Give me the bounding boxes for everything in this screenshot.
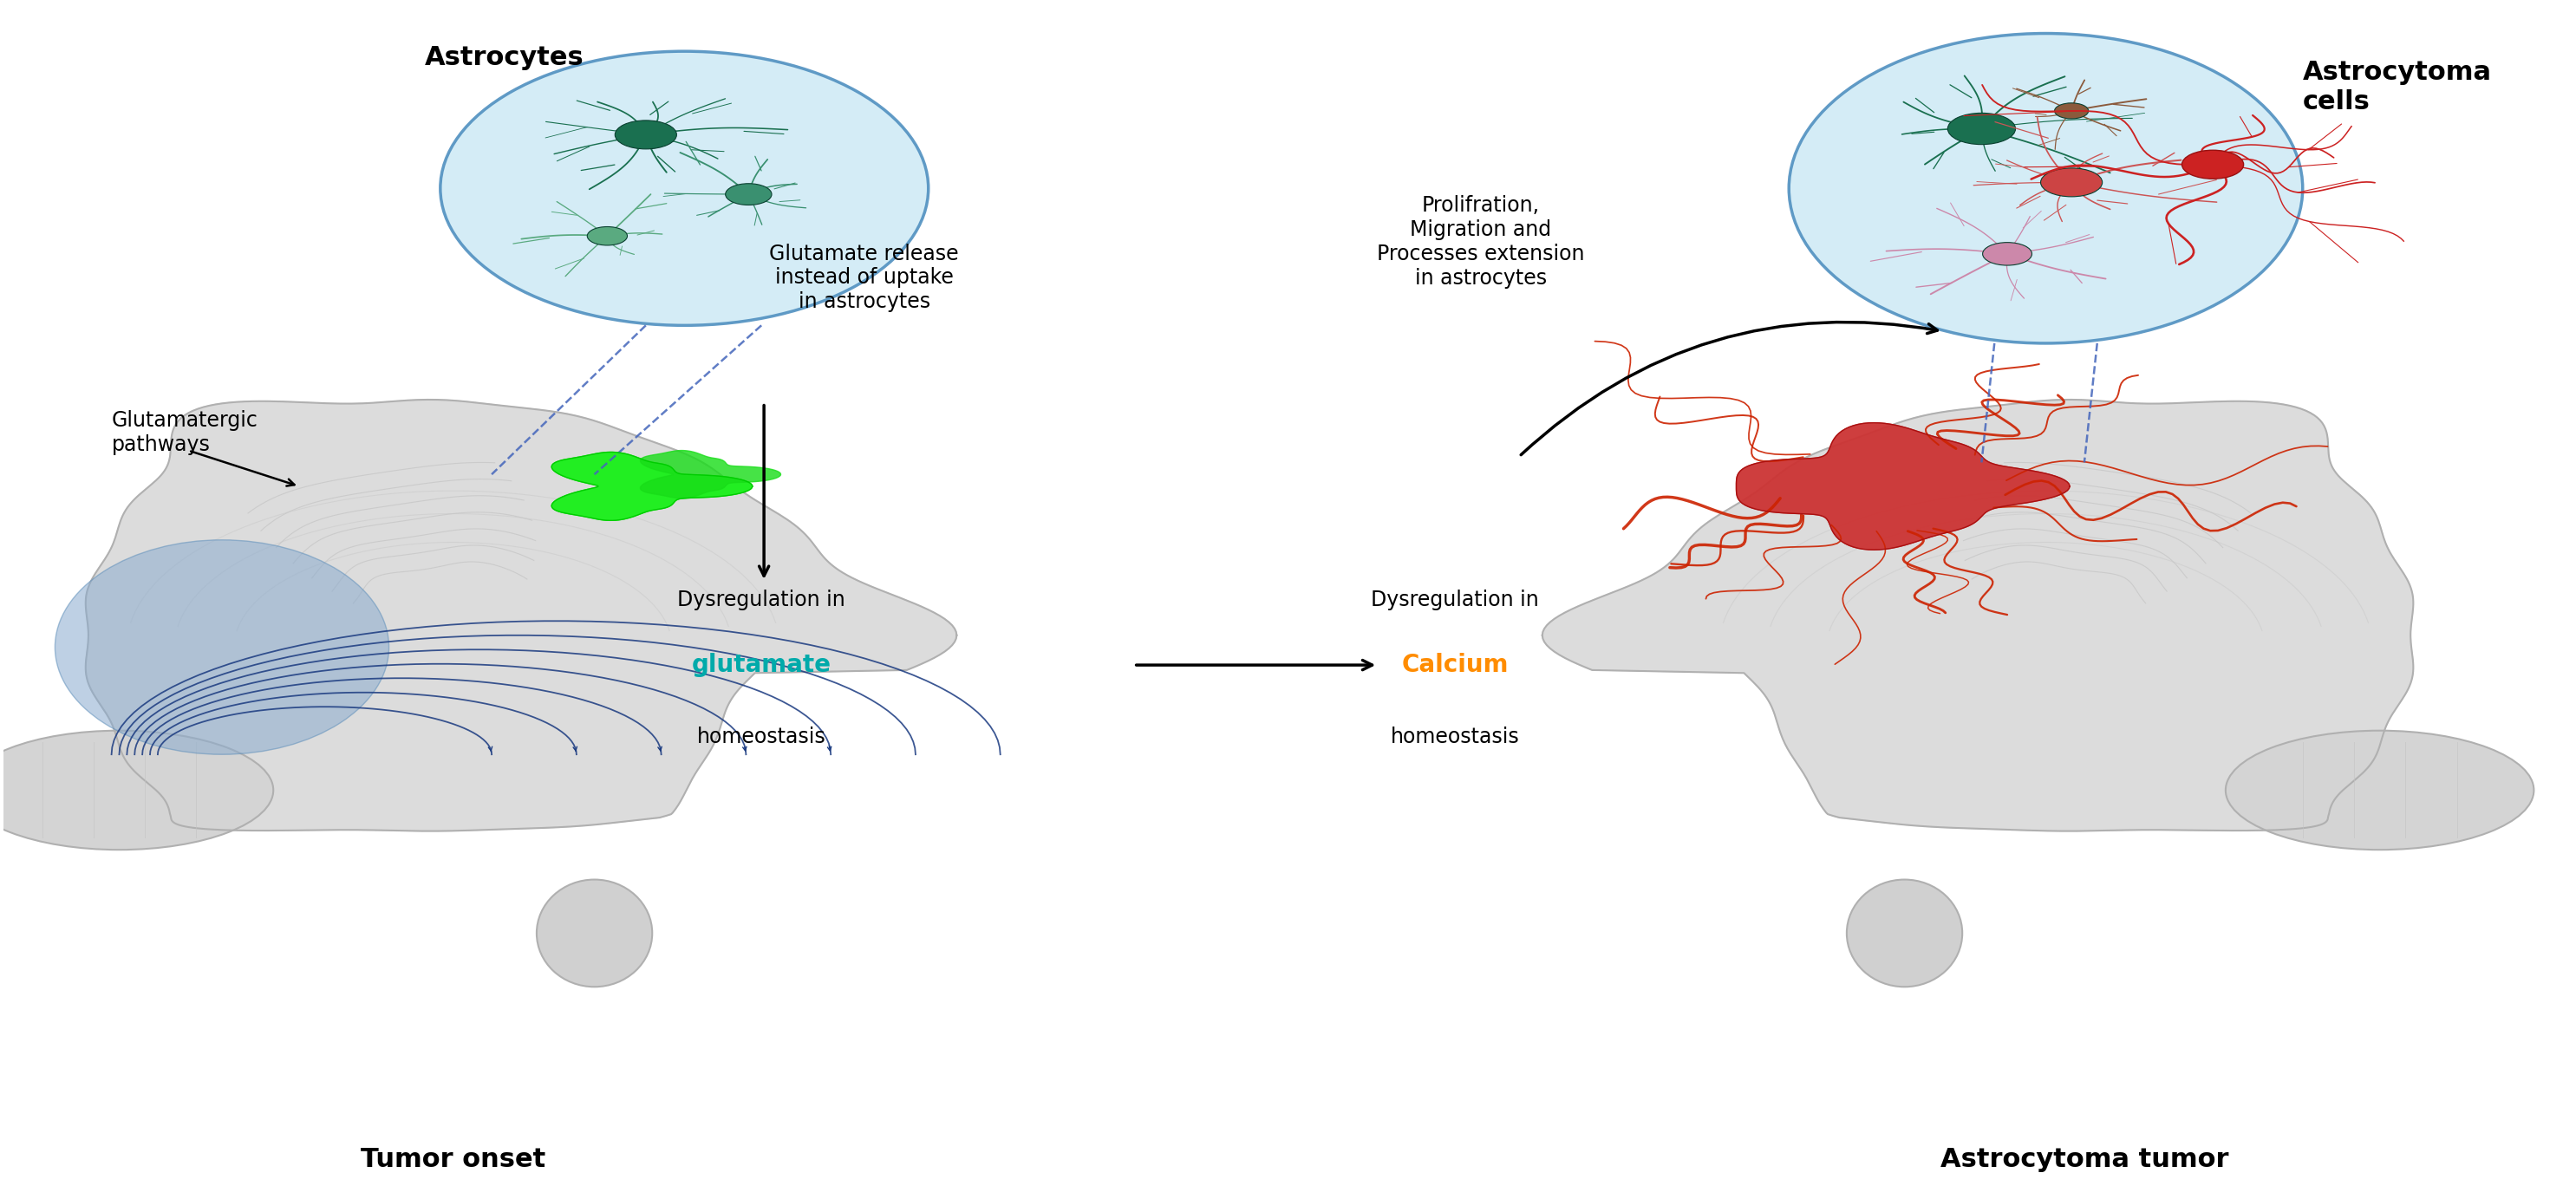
- Circle shape: [616, 120, 677, 149]
- Ellipse shape: [0, 730, 273, 850]
- Text: Astrocytoma
cells: Astrocytoma cells: [2303, 60, 2491, 114]
- Ellipse shape: [54, 540, 389, 754]
- Ellipse shape: [536, 880, 652, 987]
- Ellipse shape: [440, 52, 927, 325]
- Ellipse shape: [1847, 880, 1963, 987]
- Text: Glutamatergic
pathways: Glutamatergic pathways: [111, 410, 258, 456]
- Text: Astrocytes: Astrocytes: [425, 44, 585, 70]
- Circle shape: [2182, 150, 2244, 179]
- Text: glutamate: glutamate: [690, 653, 832, 677]
- Circle shape: [1947, 113, 2014, 145]
- Circle shape: [587, 227, 629, 246]
- Polygon shape: [85, 399, 956, 831]
- Polygon shape: [641, 451, 781, 499]
- Circle shape: [726, 183, 773, 205]
- Text: Glutamate release
instead of uptake
in astrocytes: Glutamate release instead of uptake in a…: [770, 243, 958, 312]
- Ellipse shape: [2226, 730, 2535, 850]
- Text: Prolifration,
Migration and
Processes extension
in astrocytes: Prolifration, Migration and Processes ex…: [1376, 195, 1584, 289]
- Text: Dysregulation in: Dysregulation in: [677, 589, 845, 610]
- Circle shape: [2040, 168, 2102, 197]
- Text: Dysregulation in: Dysregulation in: [1370, 589, 1538, 610]
- Text: homeostasis: homeostasis: [698, 727, 827, 747]
- Text: Calcium: Calcium: [1401, 653, 1510, 677]
- Polygon shape: [551, 452, 752, 520]
- Text: Tumor onset: Tumor onset: [361, 1147, 546, 1173]
- Circle shape: [2056, 103, 2089, 119]
- Polygon shape: [1543, 399, 2414, 831]
- Ellipse shape: [1788, 34, 2303, 343]
- Circle shape: [1984, 242, 2032, 265]
- Text: homeostasis: homeostasis: [1391, 727, 1520, 747]
- Polygon shape: [1736, 423, 2069, 550]
- Text: Astrocytoma tumor: Astrocytoma tumor: [1940, 1147, 2228, 1173]
